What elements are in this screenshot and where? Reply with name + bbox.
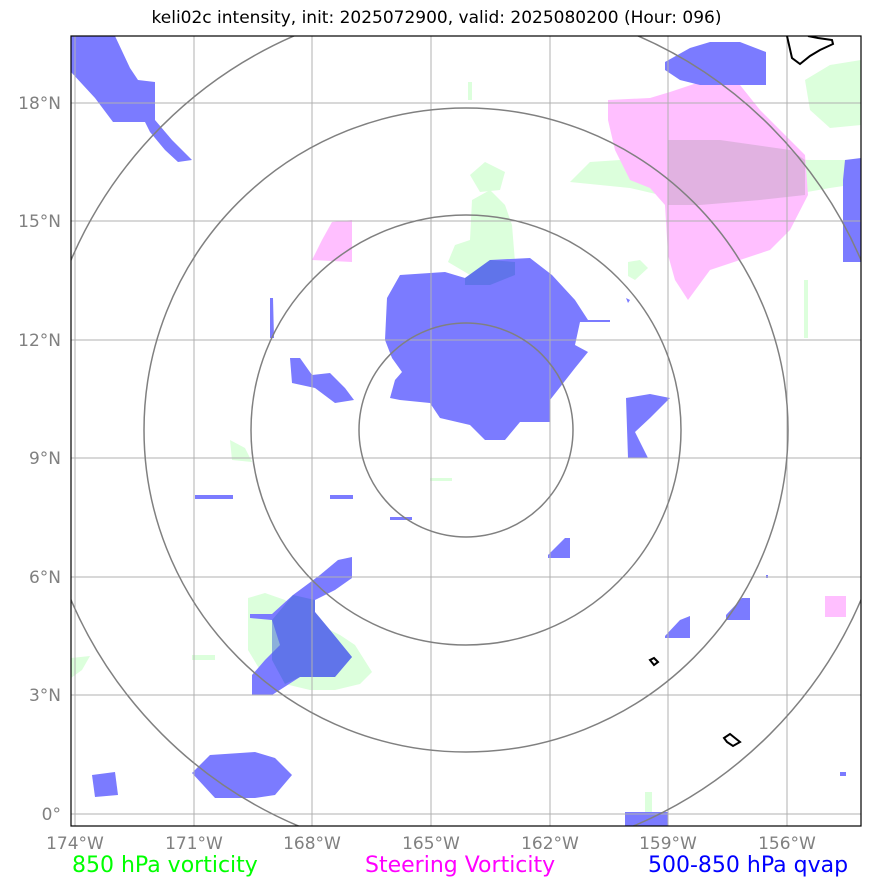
y-tick-label: 15°N: [18, 212, 61, 232]
legend-850-vorticity: 850 hPa vorticity: [72, 853, 258, 878]
y-tick-label: 0°: [42, 805, 61, 825]
x-tick-label: 165°W: [402, 834, 460, 854]
y-tick-label: 18°N: [18, 94, 61, 114]
x-axis: 174°W 171°W 168°W 165°W 162°W 159°W 156°…: [46, 834, 816, 854]
y-axis: 0° 3°N 6°N 9°N 12°N 15°N 18°N: [18, 94, 61, 825]
coastlines: [648, 36, 835, 748]
graticule: [71, 36, 861, 826]
x-tick-label: 168°W: [283, 834, 341, 854]
range-ring-2: [250, 214, 682, 646]
x-tick-label: 171°W: [165, 834, 223, 854]
x-tick-label: 162°W: [521, 834, 579, 854]
legend-qvap: 500-850 hPa qvap: [648, 853, 849, 878]
x-tick-label: 156°W: [758, 834, 816, 854]
y-tick-label: 9°N: [29, 449, 61, 469]
y-tick-label: 12°N: [18, 331, 61, 351]
overlap-field: [272, 140, 805, 684]
y-tick-label: 3°N: [29, 686, 61, 706]
legend-steering-vorticity: Steering Vorticity: [365, 853, 556, 878]
x-tick-label: 174°W: [46, 834, 104, 854]
range-rings: [71, 36, 861, 826]
x-tick-label: 159°W: [639, 834, 697, 854]
map-title: keli02c intensity, init: 2025072900, val…: [151, 8, 722, 28]
range-ring-3: [143, 107, 789, 753]
y-tick-label: 6°N: [29, 568, 61, 588]
range-ring-1: [358, 322, 574, 538]
plot-frame: [70, 35, 862, 827]
